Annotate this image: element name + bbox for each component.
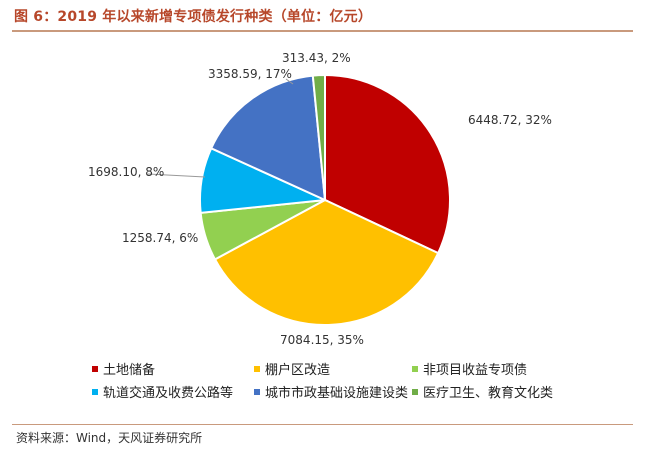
legend-entry-2: 棚户区改造	[254, 362, 330, 378]
legend-swatch-1	[92, 366, 98, 372]
source-rule	[12, 424, 633, 425]
legend-label-3: 非项目收益专项债	[423, 363, 527, 378]
data-label-3: 1258.74, 6%	[122, 231, 198, 245]
leader-line-4	[147, 173, 206, 178]
source-note: 资料来源：Wind，天风证券研究所	[16, 431, 203, 445]
legend-label-1: 土地储备	[103, 362, 155, 378]
data-label-5: 3358.59, 17%	[208, 67, 292, 81]
legend-entry-6: 医疗卫生、教育文化类	[412, 385, 553, 401]
legend-entry-1: 土地储备	[92, 362, 155, 378]
legend-entry-3: 非项目收益专项债	[412, 363, 527, 378]
data-label-2: 7084.15, 35%	[280, 333, 364, 347]
legend-swatch-5	[254, 389, 260, 395]
pie-slice-5	[209, 74, 327, 202]
legend-label-4: 轨道交通及收费公路等	[103, 385, 233, 401]
pie-slice-2	[213, 198, 440, 326]
data-label-4: 1698.10, 8%	[88, 165, 164, 179]
data-label-1: 6448.72, 32%	[468, 113, 552, 127]
legend-label-6: 医疗卫生、教育文化类	[423, 385, 553, 401]
chart-title: 图 6：2019 年以来新增专项债发行种类（单位：亿元）	[14, 9, 373, 25]
legend-entry-5: 城市市政基础设施建设类	[254, 385, 408, 401]
legend-swatch-2	[254, 366, 260, 372]
legend-entry-4: 轨道交通及收费公路等	[92, 385, 233, 401]
legend-label-2: 棚户区改造	[265, 362, 330, 378]
legend-swatch-3	[412, 366, 418, 372]
title-rule	[12, 30, 633, 32]
legend-swatch-6	[412, 389, 418, 395]
leader-line-5	[285, 78, 294, 85]
legend-label-5: 城市市政基础设施建设类	[265, 385, 408, 401]
pie-slice-6	[311, 73, 326, 201]
legend-swatch-4	[92, 389, 98, 395]
data-label-6: 313.43, 2%	[282, 51, 351, 65]
pie-slice-1	[324, 73, 451, 255]
